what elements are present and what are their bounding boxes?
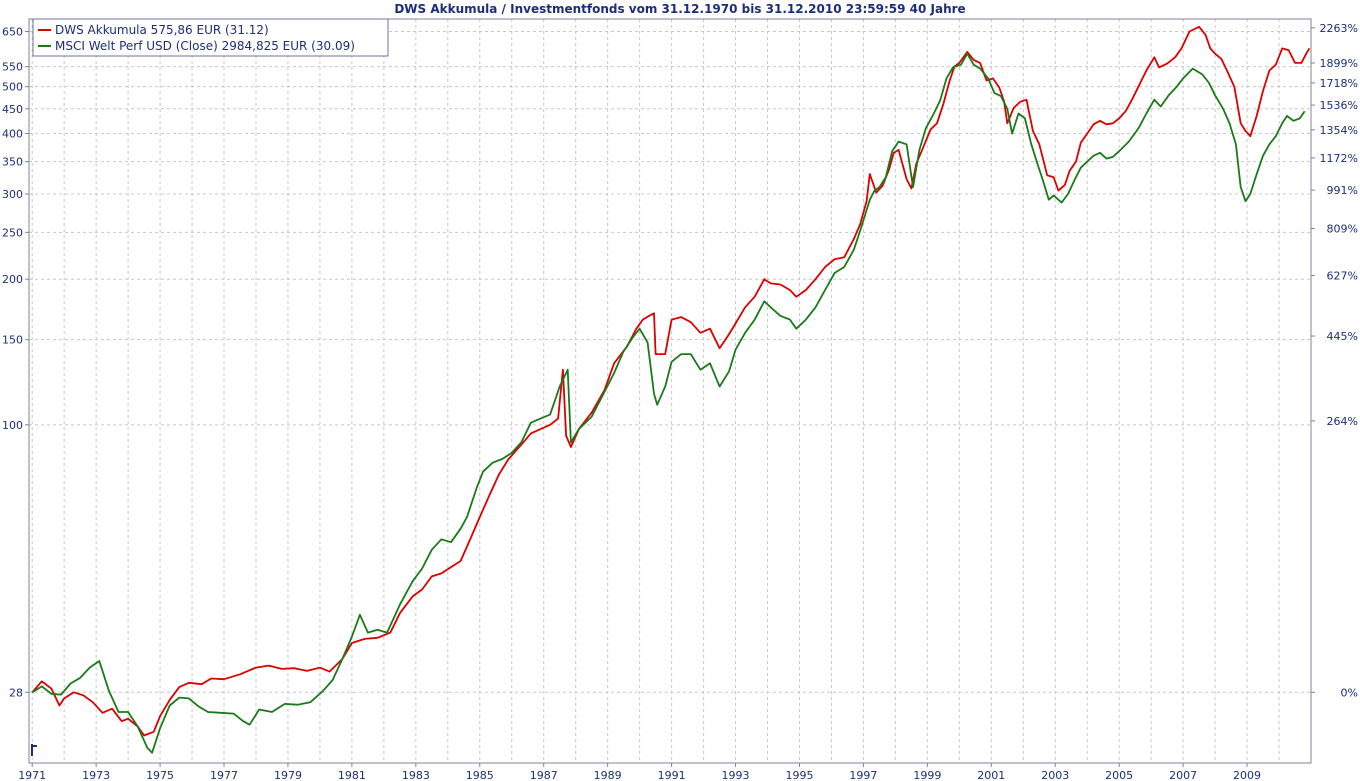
right-tick-label: 0%	[1341, 686, 1358, 699]
x-tick-label: 1993	[722, 769, 750, 781]
x-tick-label: 2009	[1233, 769, 1261, 781]
left-tick-label: 550	[2, 61, 23, 74]
left-tick-label: 500	[2, 81, 23, 94]
right-tick-label: 991%	[1327, 184, 1358, 197]
legend-entry-msci: MSCI Welt Perf USD (Close) 2984,825 EUR …	[55, 39, 355, 53]
plot-area	[28, 18, 1312, 764]
series-line-msci-welt	[31, 52, 1306, 754]
right-tick-label: 1718%	[1320, 77, 1358, 90]
right-tick-label: 445%	[1327, 330, 1358, 343]
x-tick-label: 1973	[82, 769, 110, 781]
series-lines	[31, 25, 1311, 754]
left-tick-label: 450	[2, 103, 23, 116]
right-tick-label: 2263%	[1320, 22, 1358, 35]
right-tick-label: 1536%	[1320, 99, 1358, 112]
x-tick-label: 1989	[594, 769, 622, 781]
left-tick-label: 300	[2, 188, 23, 201]
chart-title: DWS Akkumula / Investmentfonds vom 31.12…	[394, 2, 965, 16]
left-tick-label: 28	[9, 686, 23, 699]
x-tick-label: 2001	[977, 769, 1005, 781]
x-tick-label: 1975	[146, 769, 174, 781]
x-tick-label: 1977	[210, 769, 238, 781]
legend-entry-dws: DWS Akkumula 575,86 EUR (31.12)	[55, 23, 269, 37]
x-tick-label: 1991	[658, 769, 686, 781]
x-axis: 1971 1973 1975 1977 1979 1981 1983 1985 1987 1989…	[18, 763, 1261, 781]
right-tick-label: 627%	[1327, 269, 1358, 282]
left-tick-label: 650	[2, 26, 23, 39]
right-tick-label: 1354%	[1320, 124, 1358, 137]
x-tick-label: 2007	[1169, 769, 1197, 781]
x-tick-label: 1979	[274, 769, 302, 781]
right-tick-label: 1899%	[1320, 57, 1358, 70]
x-tick-label: 1995	[785, 769, 813, 781]
right-tick-label: 1172%	[1320, 152, 1358, 165]
left-tick-label: 250	[2, 226, 23, 239]
right-tick-label: 809%	[1327, 223, 1358, 236]
legend: DWS Akkumula 575,86 EUR (31.12) MSCI Wel…	[32, 18, 389, 57]
x-tick-label: 1985	[466, 769, 494, 781]
left-tick-label: 100	[2, 419, 23, 432]
left-tick-label: 400	[2, 128, 23, 141]
left-axis: 28 100 150 200 250 300 350 400 450 500 550 650	[2, 26, 29, 699]
x-tick-label: 2003	[1041, 769, 1069, 781]
left-tick-label: 150	[2, 334, 23, 347]
corner-marker	[31, 744, 37, 756]
legend-box	[32, 18, 389, 57]
left-tick-label: 200	[2, 273, 23, 286]
x-tick-label: 1983	[402, 769, 430, 781]
series-line-dws-akkumula	[31, 25, 1311, 737]
right-tick-label: 264%	[1327, 415, 1358, 428]
x-tick-label: 1999	[913, 769, 941, 781]
grid-lines	[29, 19, 1311, 763]
x-tick-label: 2005	[1105, 769, 1133, 781]
right-axis: 0% 264% 445% 627% 809% 991% 1172% 1354% 1536% 171…	[1311, 22, 1358, 699]
x-tick-label: 1981	[338, 769, 366, 781]
x-tick-label: 1997	[849, 769, 877, 781]
x-tick-label: 1971	[18, 769, 46, 781]
x-tick-label: 1987	[530, 769, 558, 781]
left-tick-label: 350	[2, 156, 23, 169]
